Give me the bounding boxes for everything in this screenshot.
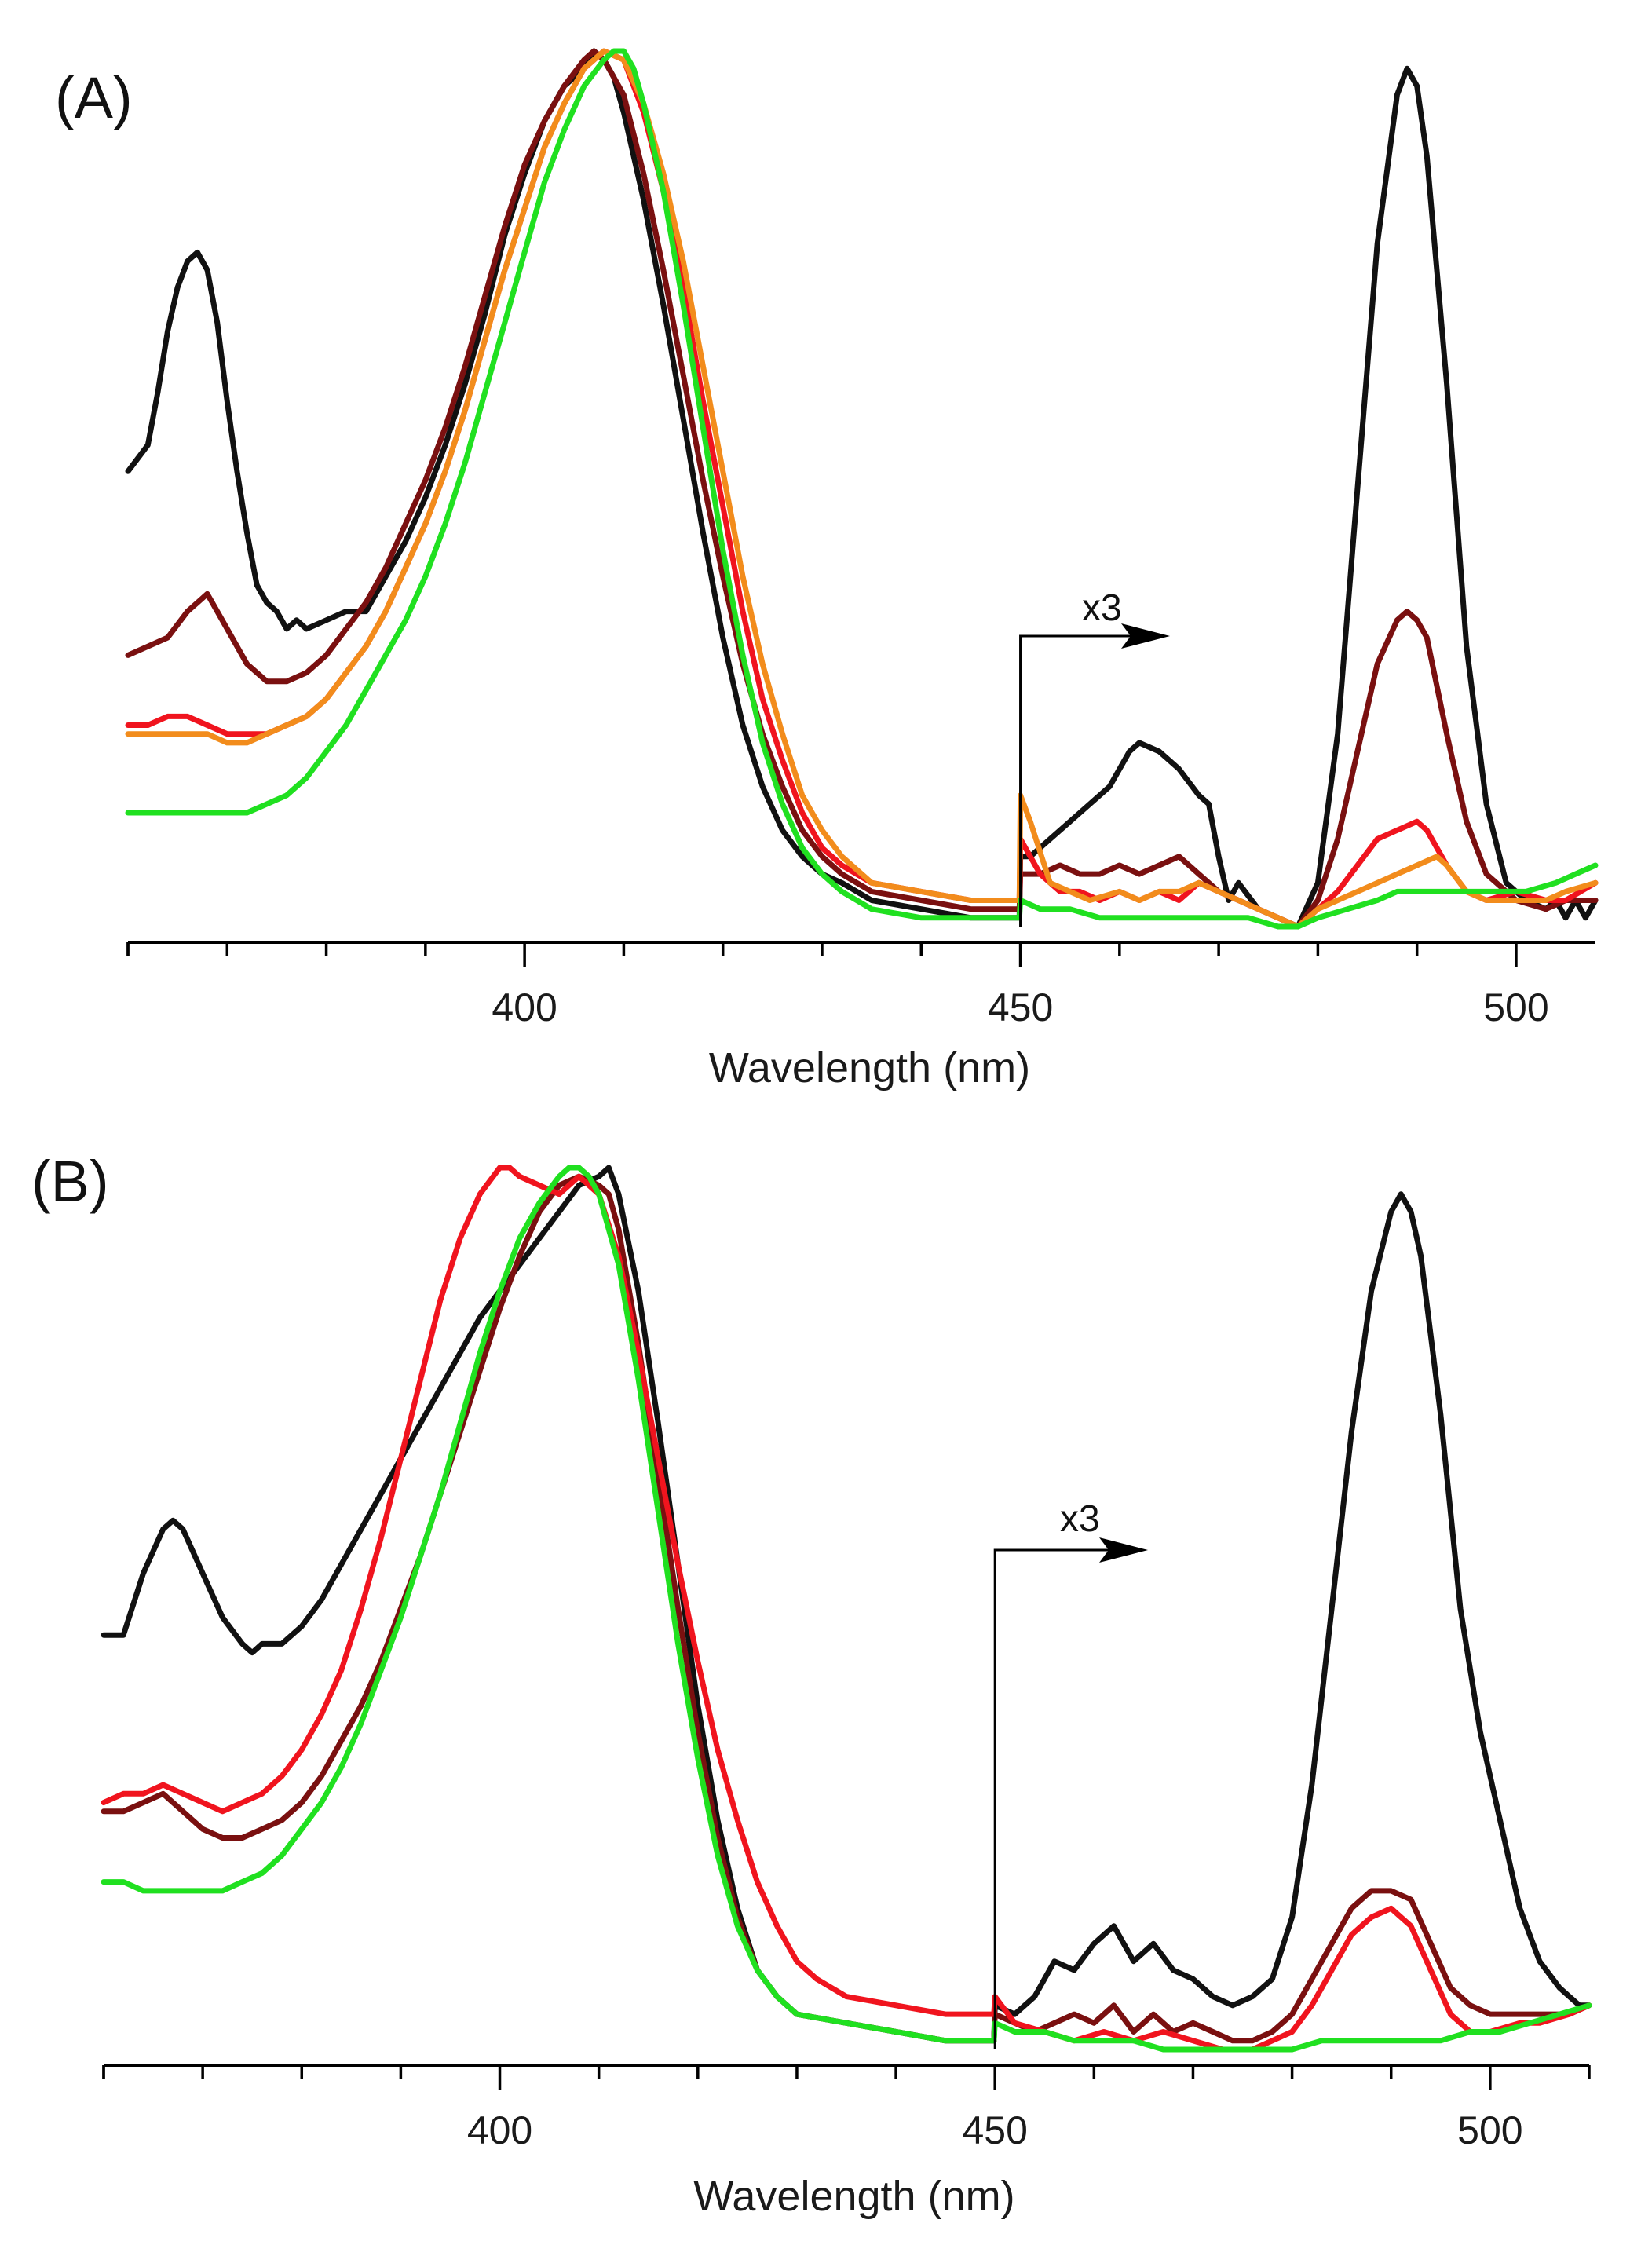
panel-b-x-axis: 400 450 500 <box>102 2064 1591 2152</box>
panel-b-series-red <box>101 1165 1592 2053</box>
panel-a-tick-label-400: 400 <box>492 985 557 1029</box>
panel-a-x-ticks: 400 450 500 <box>126 942 1549 1029</box>
panel-b-scale-arrowhead <box>1099 1537 1148 1563</box>
panel-a-label: (A) <box>55 65 133 130</box>
panel-a-x-axis: 400 450 500 <box>126 941 1595 1029</box>
panel-a-scale-marker: x3 <box>1019 587 1170 927</box>
panel-a-series-dark-red <box>125 48 1599 930</box>
panel-b-tick-label-450: 450 <box>962 2108 1027 2152</box>
panel-a-scale-bracket <box>1019 634 1138 927</box>
panel-a: (A) x3 400 450 500 Wavelength (nm) <box>55 48 1599 1091</box>
panel-a-series-green <box>125 48 1599 930</box>
panel-b: (B) x3 400 450 500 Wavelength (nm) <box>31 1149 1592 2220</box>
panel-b-series <box>101 1165 1592 2053</box>
panel-b-series-green <box>101 1165 1592 2053</box>
panel-a-scale-label: x3 <box>1082 587 1122 629</box>
panel-b-x-ticks: 400 450 500 <box>102 2065 1591 2152</box>
panel-b-scale-marker: x3 <box>993 1498 1148 2049</box>
panel-b-tick-label-400: 400 <box>467 2108 532 2152</box>
panel-b-tick-label-500: 500 <box>1457 2108 1522 2152</box>
panel-a-series <box>125 48 1599 930</box>
panel-a-tick-label-450: 450 <box>988 985 1053 1029</box>
panel-b-scale-label: x3 <box>1060 1498 1100 1540</box>
panel-b-label: (B) <box>31 1149 109 1214</box>
panel-a-series-black <box>125 48 1599 930</box>
panel-a-x-axis-title: Wavelength (nm) <box>709 1044 1030 1091</box>
panel-a-scale-arrowhead <box>1121 623 1170 649</box>
panel-b-scale-bracket <box>993 1548 1117 2049</box>
panel-b-x-axis-title: Wavelength (nm) <box>693 2173 1014 2220</box>
panel-a-series-orange <box>125 48 1599 930</box>
panel-a-tick-label-500: 500 <box>1483 985 1548 1029</box>
